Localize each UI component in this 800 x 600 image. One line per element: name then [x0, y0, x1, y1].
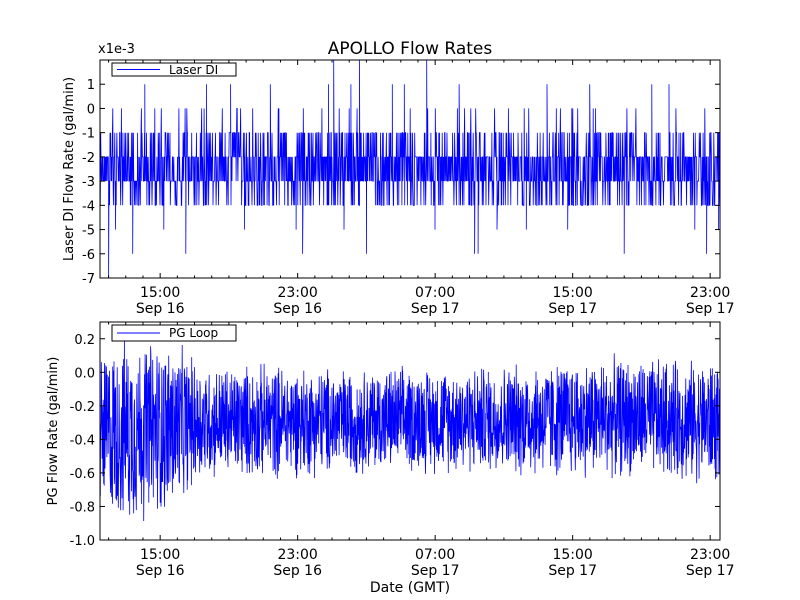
x-tick-time-label: 07:00	[415, 285, 455, 301]
y-tick-label: -0.4	[70, 433, 95, 448]
x-tick-time-label: 23:00	[690, 547, 730, 563]
x-tick-date-label: Sep 17	[411, 301, 460, 317]
pg-loop-legend-label: PG Loop	[169, 326, 218, 340]
y-tick-label: -5	[82, 224, 95, 239]
x-tick-date-label: Sep 16	[273, 301, 322, 317]
x-tick-date-label: Sep 17	[411, 563, 460, 579]
y-tick-label: 0	[87, 102, 95, 117]
laser-di-y-ticks: -7 -6 -5 -4 -3 -2 -1 0 1	[82, 78, 720, 287]
laser-di-legend-box	[111, 62, 237, 77]
x-tick-time-label: 15:00	[552, 285, 592, 301]
x-tick-date-label: Sep 17	[686, 563, 735, 579]
pg-loop-legend: PG Loop	[111, 324, 237, 342]
y-tick-label: -6	[82, 248, 95, 263]
y-tick-label: 0.0	[74, 366, 95, 381]
laser-di-legend: Laser DI	[111, 62, 237, 77]
y-tick-label: -4	[82, 199, 95, 214]
x-tick-time-label: 15:00	[140, 547, 180, 563]
x-tick-time-label: 23:00	[277, 285, 317, 301]
laser-di-offset-label: x1e-3	[98, 42, 135, 57]
pg-loop-line-path	[99, 338, 721, 522]
y-tick-label: -1.0	[70, 534, 95, 549]
x-tick-date-label: Sep 16	[136, 563, 185, 579]
y-tick-label: 1	[87, 78, 95, 93]
y-tick-label: -7	[82, 272, 95, 287]
y-tick-label: -0.2	[70, 400, 95, 415]
y-tick-label: -3	[82, 175, 95, 190]
x-tick-time-label: 15:00	[552, 547, 592, 563]
y-tick-label: -1	[82, 127, 95, 142]
pg-loop-y-ticks: -1.0 -0.8 -0.6 -0.4 -0.2 0.0 0.2	[70, 333, 720, 549]
x-tick-date-label: Sep 17	[686, 301, 735, 317]
x-tick-date-label: Sep 17	[548, 563, 597, 579]
laser-di-axes-frame	[99, 59, 721, 279]
laser-di-y-axis-label: Laser DI Flow Rate (gal/min)	[62, 77, 77, 261]
y-tick-label: -0.8	[70, 500, 95, 515]
x-tick-date-label: Sep 16	[136, 301, 185, 317]
x-tick-time-label: 15:00	[140, 285, 180, 301]
y-tick-label: 0.2	[74, 333, 95, 348]
x-tick-date-label: Sep 16	[273, 563, 322, 579]
pg-loop-y-axis-label: PG Flow Rate (gal/min)	[46, 357, 61, 506]
laser-di-line-path	[99, 59, 721, 279]
x-tick-time-label: 23:00	[277, 547, 317, 563]
pg-loop-axes-frame	[99, 321, 721, 541]
y-tick-label: -2	[82, 151, 95, 166]
pg-loop-legend-box	[111, 324, 237, 342]
x-tick-date-label: Sep 17	[548, 301, 597, 317]
pg-loop-x-axis-label: Date (GMT)	[370, 580, 450, 596]
laser-di-legend-label: Laser DI	[169, 63, 218, 77]
laser-di-series-line	[99, 59, 721, 279]
pg-loop-series-line	[99, 338, 721, 522]
x-tick-time-label: 23:00	[690, 285, 730, 301]
y-tick-label: -0.6	[70, 467, 95, 482]
figure-title: APOLLO Flow Rates	[328, 39, 493, 59]
x-tick-time-label: 07:00	[415, 547, 455, 563]
